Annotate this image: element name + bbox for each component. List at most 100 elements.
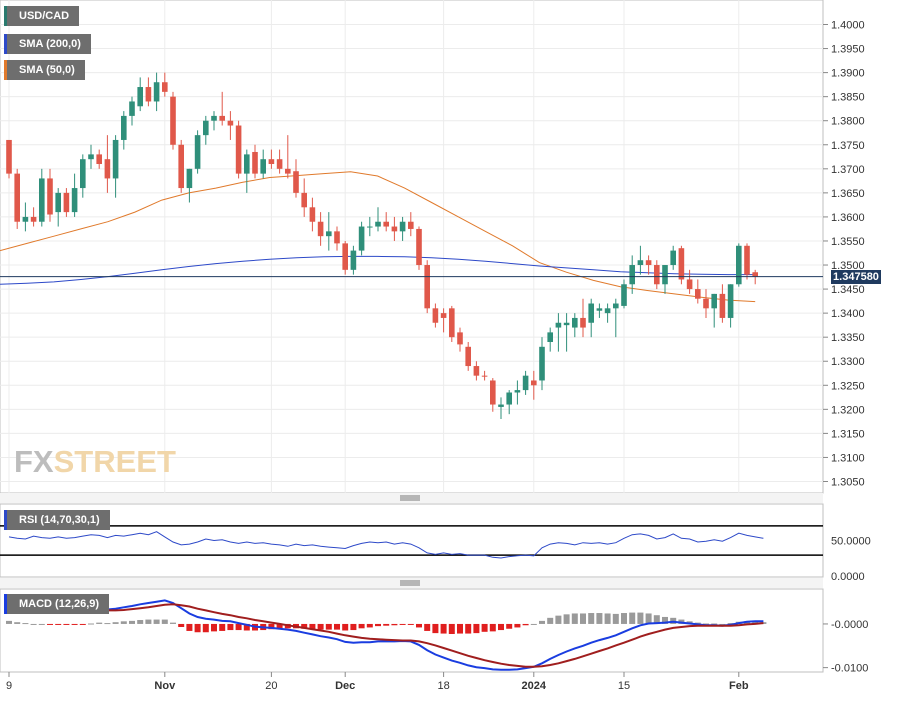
sma-200-line — [0, 255, 756, 285]
candle-down — [580, 298, 586, 338]
macd-histogram-bar — [612, 613, 619, 624]
macd-histogram-bar — [186, 623, 193, 631]
candle-body — [235, 125, 242, 174]
candle-body — [522, 375, 529, 391]
macd-histogram-bar — [309, 623, 316, 630]
candle-body — [276, 159, 283, 169]
candle-body — [96, 154, 102, 165]
candle-down — [465, 341, 471, 371]
macd-histogram-bar — [30, 623, 37, 625]
candle-body — [227, 120, 234, 126]
candle-body — [465, 346, 471, 367]
candle-down — [227, 111, 234, 140]
legend-rsi[interactable]: RSI (14,70,30,1) — [4, 510, 110, 530]
candle-down — [170, 91, 176, 150]
candle-up — [153, 72, 160, 112]
candle-body — [342, 243, 348, 270]
candle-body — [383, 221, 389, 227]
candle-up — [662, 265, 668, 294]
candle-body — [186, 168, 193, 189]
macd-histogram-bar — [465, 623, 472, 634]
macd-histogram-bar — [268, 623, 275, 630]
legend-sma50[interactable]: SMA (50,0) — [4, 60, 85, 80]
macd-histogram-bar — [71, 623, 78, 625]
rsi-group: 50.0000 0.0000 — [0, 525, 871, 583]
candle-body — [375, 221, 381, 227]
legend-pair[interactable]: USD/CAD — [4, 6, 80, 26]
candle-up — [211, 111, 217, 131]
divider-grip-icon-2[interactable] — [400, 580, 420, 586]
legend-sma200[interactable]: SMA (200,0) — [4, 34, 91, 54]
macd-histogram-bar — [662, 616, 668, 624]
macd-histogram-bar — [104, 623, 111, 625]
y-tick-label: 1.3550 — [831, 236, 865, 248]
candle-up — [604, 303, 611, 323]
macd-histogram-bar — [563, 614, 570, 624]
candle-up — [736, 243, 742, 287]
candle-down — [645, 255, 652, 275]
macd-histogram-bar — [55, 623, 62, 625]
candle-body — [637, 260, 644, 266]
logo-street: STREET — [53, 444, 176, 479]
last-price-label: 1.347580 — [831, 269, 881, 284]
macd-histogram-bar — [194, 623, 201, 633]
candle-body — [285, 168, 291, 174]
candle-body — [432, 308, 439, 323]
legend-macd[interactable]: MACD (12,26,9) — [4, 594, 110, 614]
candle-body — [219, 115, 225, 121]
candle-body — [211, 115, 217, 121]
candle-down — [285, 135, 291, 179]
macd-group: -0.0000 -0.0100 — [6, 599, 868, 675]
macd-histogram-bar — [522, 623, 529, 626]
macd-histogram-bar — [752, 621, 759, 624]
macd-histogram-bar — [580, 613, 586, 624]
candle-down — [317, 212, 324, 246]
candle-body — [481, 375, 488, 377]
x-tick-label: 20 — [265, 680, 277, 692]
divider-grip-icon[interactable] — [400, 495, 420, 501]
candle-down — [276, 149, 283, 174]
macd-histogram-bar — [555, 615, 562, 624]
macd-histogram-bar — [129, 620, 135, 624]
candle-body — [686, 279, 693, 290]
candle-up — [629, 255, 635, 294]
macd-histogram-bar — [243, 623, 250, 631]
candle-up — [547, 327, 553, 352]
candle-down — [268, 149, 275, 169]
candle-body — [47, 178, 53, 215]
candle-body — [358, 226, 365, 251]
candle-down — [162, 72, 168, 97]
candle-down — [30, 207, 37, 227]
candle-up — [203, 115, 209, 145]
macd-histogram-bar — [137, 620, 144, 624]
candle-down — [252, 144, 258, 179]
candle-body — [678, 248, 685, 280]
rsi-line — [8, 531, 764, 559]
macd-histogram-bar — [366, 623, 373, 628]
candle-body — [14, 173, 20, 222]
candle-down — [293, 159, 299, 198]
macd-histogram-bar — [596, 613, 603, 624]
macd-histogram-bar — [489, 623, 496, 632]
macd-histogram-bar — [317, 623, 324, 630]
candle-up — [112, 135, 119, 198]
macd-histogram-bar — [645, 613, 652, 624]
macd-histogram-bar — [153, 619, 160, 624]
candle-down — [334, 226, 340, 251]
candle-body — [317, 221, 324, 237]
candle-body — [711, 293, 717, 309]
y-tick-label: 1.3700 — [831, 164, 865, 176]
candle-down — [145, 77, 152, 107]
macd-histogram-bar — [604, 613, 611, 624]
macd-histogram-bar — [727, 623, 734, 625]
candle-body — [194, 135, 201, 169]
candle-body — [531, 380, 537, 386]
candle-down — [457, 327, 463, 352]
candle-down — [481, 370, 488, 381]
candle-up — [71, 173, 78, 217]
y-tick-label: 1.3650 — [831, 188, 865, 200]
candle-up — [129, 96, 135, 126]
macd-histogram-bar — [96, 622, 103, 624]
candle-down — [219, 91, 225, 126]
